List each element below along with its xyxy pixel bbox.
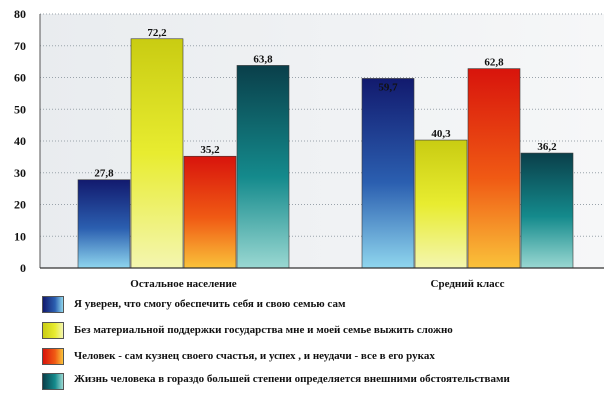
data-label: 36,2: [537, 141, 557, 153]
legend-label: Человек - сам кузнец своего счастья, и у…: [74, 350, 435, 362]
bar-4-1: [236, 65, 290, 269]
legend-swatch: [42, 348, 64, 365]
bar-2-2: [414, 139, 468, 269]
data-label: 27,8: [94, 168, 114, 180]
bar-3-1: [183, 155, 237, 269]
y-tick-label: 20: [14, 198, 26, 212]
data-label: 40,3: [431, 128, 451, 140]
y-tick-label: 70: [14, 39, 26, 53]
bar-1-1: [77, 179, 131, 269]
bar-1-2: [361, 78, 415, 269]
legend-swatch: [42, 322, 64, 339]
legend-item: Человек - сам кузнец своего счастья, и у…: [40, 345, 600, 371]
y-tick-label: 40: [14, 134, 26, 148]
legend-item: Без материальной поддержки государства м…: [40, 319, 600, 345]
y-tick-label: 30: [14, 166, 26, 180]
legend-swatch: [42, 296, 64, 313]
data-label: 59,7: [378, 81, 398, 93]
y-tick-label: 50: [14, 102, 26, 116]
x-category-label: Остальное население: [130, 278, 236, 290]
y-tick-label: 60: [14, 71, 26, 85]
bar-4-2: [520, 152, 574, 269]
x-category-label: Средний класс: [431, 278, 505, 290]
y-tick-label: 80: [14, 7, 26, 21]
legend-label: Без материальной поддержки государства м…: [74, 324, 453, 336]
chart-legend: Я уверен, что смогу обеспечить себя и св…: [40, 293, 600, 397]
data-label: 63,8: [253, 53, 273, 65]
data-label: 35,2: [200, 144, 220, 156]
legend-label: Жизнь человека в гораздо большей степени…: [74, 373, 510, 385]
bar-3-2: [467, 68, 521, 269]
legend-swatch: [42, 373, 64, 390]
data-label: 62,8: [484, 57, 504, 69]
legend-label: Я уверен, что смогу обеспечить себя и св…: [74, 298, 346, 310]
legend-item: Я уверен, что смогу обеспечить себя и св…: [40, 293, 600, 319]
data-label: 72,2: [147, 27, 167, 39]
legend-item: Жизнь человека в гораздо большей степени…: [40, 371, 600, 397]
bar-2-1: [130, 38, 184, 269]
y-tick-label: 0: [20, 261, 26, 275]
y-tick-label: 10: [14, 229, 26, 243]
